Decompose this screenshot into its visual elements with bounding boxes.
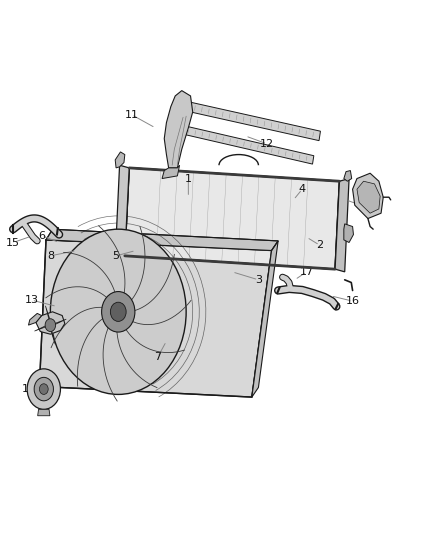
- Polygon shape: [50, 319, 66, 325]
- Circle shape: [45, 319, 56, 332]
- Text: 17: 17: [300, 267, 314, 277]
- Polygon shape: [353, 173, 383, 219]
- Polygon shape: [46, 229, 278, 251]
- Polygon shape: [164, 91, 193, 168]
- Text: 14: 14: [22, 384, 36, 394]
- Text: 15: 15: [6, 238, 20, 247]
- Polygon shape: [115, 152, 125, 168]
- Text: 7: 7: [154, 352, 161, 362]
- Text: 11: 11: [124, 110, 138, 119]
- Circle shape: [39, 384, 48, 394]
- Polygon shape: [187, 102, 321, 141]
- Polygon shape: [181, 125, 314, 164]
- Circle shape: [27, 369, 60, 409]
- Text: 4: 4: [299, 184, 306, 194]
- Text: 11: 11: [361, 203, 375, 213]
- Polygon shape: [28, 313, 42, 325]
- Text: 12: 12: [260, 139, 274, 149]
- Polygon shape: [125, 168, 339, 269]
- Polygon shape: [344, 171, 352, 181]
- Text: 6: 6: [38, 231, 45, 240]
- Polygon shape: [344, 224, 353, 243]
- Polygon shape: [162, 165, 180, 179]
- Polygon shape: [115, 165, 129, 259]
- Text: 2: 2: [316, 240, 323, 250]
- Polygon shape: [46, 306, 50, 325]
- Polygon shape: [252, 241, 278, 397]
- Circle shape: [102, 292, 135, 332]
- Text: 8: 8: [47, 251, 54, 261]
- Polygon shape: [50, 325, 55, 344]
- Text: 3: 3: [255, 275, 262, 285]
- Polygon shape: [39, 240, 272, 397]
- Polygon shape: [35, 325, 50, 331]
- Text: 16: 16: [346, 296, 360, 306]
- Polygon shape: [38, 409, 50, 416]
- Text: 1: 1: [185, 174, 192, 183]
- Text: 13: 13: [25, 295, 39, 305]
- Polygon shape: [36, 312, 65, 334]
- Polygon shape: [357, 181, 380, 213]
- Circle shape: [50, 229, 186, 394]
- Text: 5: 5: [113, 251, 120, 261]
- Circle shape: [110, 302, 126, 321]
- Circle shape: [34, 377, 53, 401]
- Polygon shape: [335, 179, 349, 272]
